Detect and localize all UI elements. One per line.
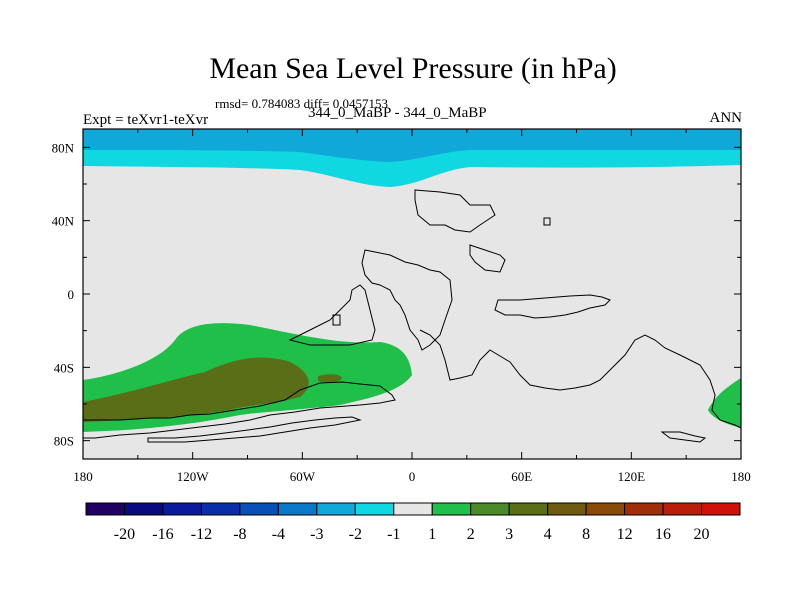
season-label: ANN (709, 110, 743, 126)
colorbar-label: -4 (272, 526, 285, 543)
axis-ticks (82, 129, 742, 459)
coast-africa-south (419, 329, 742, 429)
colorbar-segment (393, 502, 433, 516)
colorbar (85, 502, 741, 516)
map-plot (82, 128, 742, 460)
case-label: 344_0_MaBP - 344_0_MaBP (308, 105, 487, 121)
south-band-olive (83, 357, 309, 422)
colorbar-segment (585, 502, 626, 516)
colorbar-segment (200, 502, 241, 516)
colorbar-label: 12 (617, 526, 633, 543)
colorbar-segment (508, 502, 549, 516)
colorbar-segment (123, 502, 164, 516)
colorbar-segment (85, 502, 125, 516)
coast-europe (414, 189, 496, 233)
colorbar-label: 2 (467, 526, 475, 543)
experiment-label: Expt = teXvr1-teXvr (83, 112, 209, 128)
colorbar-label: -20 (114, 526, 135, 543)
colorbar-label: -16 (152, 526, 173, 543)
colorbar-segment (470, 502, 510, 516)
x-tick-label: 120E (618, 469, 646, 484)
colorbar-label: -8 (233, 526, 246, 543)
x-tick-label: 120W (177, 469, 210, 484)
colorbar-segment (547, 502, 587, 516)
stats-line: rmsd= 0.784083 diff= 0.0457153 (215, 96, 388, 111)
y-tick-label: 80S (54, 434, 74, 449)
colorbar-segment (701, 502, 741, 516)
colorbar-segment (277, 502, 318, 516)
south-band-olive-small (318, 374, 342, 383)
colorbar-segment (431, 502, 472, 516)
x-tick-label: 0 (409, 469, 416, 484)
x-tick-label: 180 (731, 469, 751, 484)
x-tick-label: 180 (73, 469, 93, 484)
y-tick-label: 80N (52, 140, 75, 155)
arctic-band-mid (83, 129, 741, 162)
coast-antarctica-west (83, 381, 396, 439)
colorbar-segment (354, 502, 395, 516)
axis-labels: 180 120W 60W 0 60E 120E 180 80N 40N 0 40S 80S (52, 140, 751, 484)
coast-maritime (494, 294, 611, 319)
x-tick-label: 60W (290, 469, 316, 484)
colorbar-label: 20 (694, 526, 710, 543)
colorbar-segment (239, 502, 279, 516)
coast-antarctica-east (147, 416, 362, 443)
colorbar-segment (624, 502, 664, 516)
coast-small-island (543, 217, 551, 226)
colorbar-segment (316, 502, 356, 516)
chart-title: Mean Sea Level Pressure (in hPa) (209, 52, 617, 85)
colorbar-segment (662, 502, 703, 516)
colorbar-label: 8 (582, 526, 590, 543)
colorbar-label: -12 (191, 526, 212, 543)
y-tick-label: 0 (68, 287, 75, 302)
colorbar-labels: -20 -16 -12 -8 -4 -3 -2 -1 1 2 3 4 8 12 16 20 (114, 526, 710, 543)
y-tick-label: 40N (52, 214, 75, 229)
coast-north-africa (361, 249, 453, 351)
colorbar-label: -1 (387, 526, 400, 543)
coast-small-island-2 (332, 314, 341, 326)
coast-asia (469, 244, 506, 273)
y-tick-label: 40S (54, 360, 74, 375)
colorbar-label: -2 (349, 526, 362, 543)
colorbar-segment (162, 502, 202, 516)
colorbar-label: 3 (505, 526, 513, 543)
coast-pacific-island (660, 431, 707, 443)
colorbar-label: 4 (544, 526, 552, 543)
colorbar-label: -3 (310, 526, 323, 543)
x-tick-label: 60E (511, 469, 532, 484)
colorbar-label: 16 (655, 526, 671, 543)
colorbar-label: 1 (428, 526, 436, 543)
